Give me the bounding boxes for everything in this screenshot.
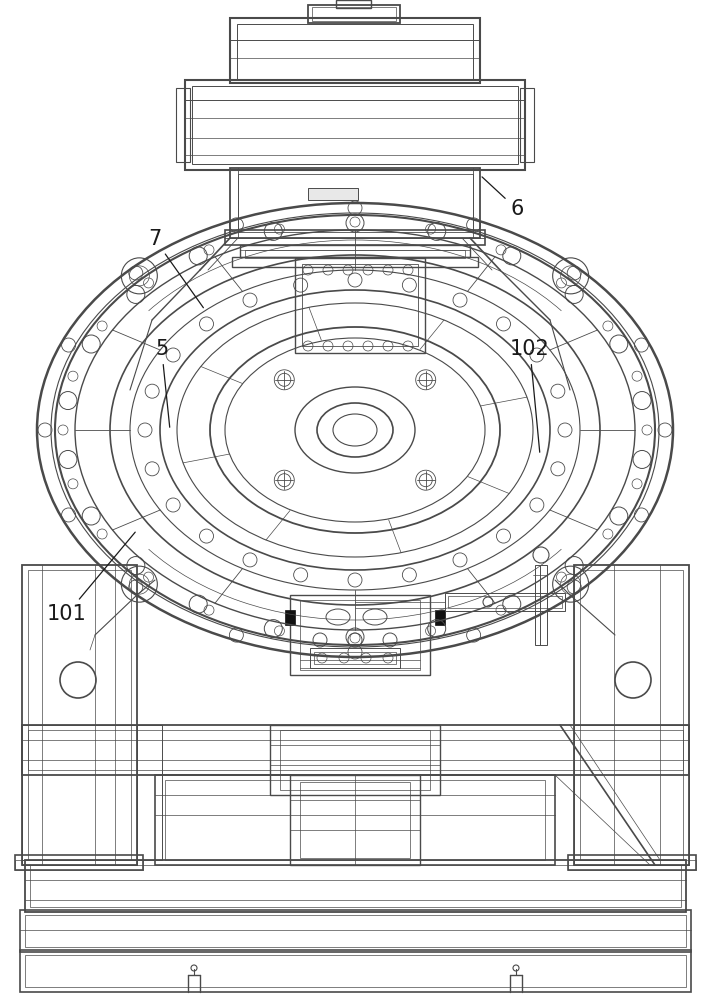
Text: 6: 6 xyxy=(482,177,523,219)
Bar xyxy=(28,730,683,770)
Bar xyxy=(230,168,480,238)
Bar xyxy=(574,725,689,865)
Bar xyxy=(300,782,410,858)
Bar xyxy=(225,230,485,245)
Bar xyxy=(230,18,480,83)
Bar xyxy=(280,730,430,790)
Bar xyxy=(28,570,131,860)
Bar xyxy=(290,775,420,865)
Bar xyxy=(22,725,689,775)
Bar xyxy=(22,565,137,865)
Bar xyxy=(435,610,445,625)
Bar xyxy=(25,860,686,912)
Text: 102: 102 xyxy=(510,339,550,452)
Text: 5: 5 xyxy=(155,339,170,427)
Bar xyxy=(22,725,162,860)
Bar xyxy=(25,955,686,987)
Bar xyxy=(295,258,425,353)
Bar xyxy=(165,780,545,860)
Bar xyxy=(237,24,473,79)
Bar xyxy=(238,174,473,232)
Bar xyxy=(336,0,371,8)
Bar xyxy=(568,860,696,870)
Bar xyxy=(176,88,190,162)
Bar xyxy=(300,600,420,670)
Bar xyxy=(192,86,518,164)
Bar xyxy=(245,250,465,258)
Bar xyxy=(310,648,400,668)
Bar xyxy=(568,855,696,870)
Bar xyxy=(302,264,418,346)
Text: 101: 101 xyxy=(47,532,135,624)
Bar xyxy=(20,950,691,992)
Bar xyxy=(290,595,430,675)
Bar xyxy=(270,725,440,795)
Bar xyxy=(580,570,683,860)
Bar xyxy=(22,725,137,865)
Bar xyxy=(155,775,555,865)
Bar xyxy=(448,596,562,608)
Bar xyxy=(520,88,534,162)
Bar xyxy=(15,855,143,870)
Bar xyxy=(535,565,547,645)
Bar xyxy=(574,565,689,865)
Bar xyxy=(312,7,396,21)
Text: 7: 7 xyxy=(148,229,203,308)
Bar xyxy=(285,610,295,625)
Bar xyxy=(314,652,396,664)
Bar xyxy=(25,915,686,947)
Bar xyxy=(15,860,143,870)
Bar xyxy=(240,245,470,257)
Bar xyxy=(30,865,681,907)
Bar xyxy=(20,910,691,952)
Bar xyxy=(185,80,525,170)
Bar xyxy=(308,5,400,23)
Bar xyxy=(232,257,478,267)
Bar xyxy=(445,593,565,611)
Bar xyxy=(308,188,358,200)
